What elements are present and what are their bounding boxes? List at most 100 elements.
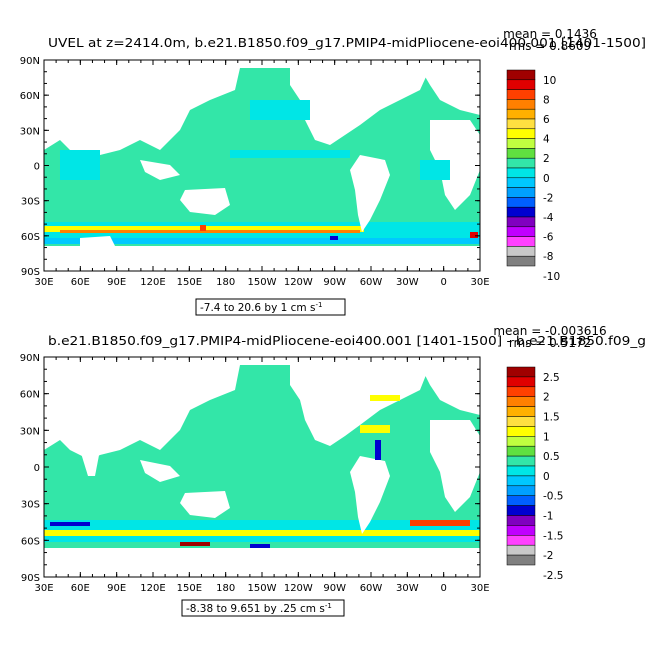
panel-1-lat-label: 60S [21, 232, 40, 243]
panel-2-legend-swatch [506, 376, 536, 388]
panel-1-range-text: -7.4 to 20.6 by 1 cm s-1 [200, 301, 322, 314]
panel-2-range-text: -8.38 to 9.651 by .25 cm s-1 [186, 602, 332, 615]
panel-2-lon-label: 60W [360, 583, 383, 594]
panel-1-lon-label: 30E [470, 277, 489, 288]
panel-1-legend-label: 6 [543, 114, 550, 126]
map-2-field [44, 357, 480, 577]
panel-2-legend-label: 2 [543, 392, 550, 404]
panel-2-legend-label: 2.5 [543, 372, 560, 384]
panel-2-legend-swatch [506, 386, 536, 397]
panel-1-legend-swatch [506, 148, 536, 159]
panel-1-legend-swatch [506, 99, 536, 110]
panel-1-legend-swatch [506, 79, 536, 90]
panel-1-legend-swatch [506, 226, 536, 237]
panel-2-legend-label: 1.5 [543, 412, 560, 424]
panel-2-legend-swatch [506, 396, 536, 407]
panel-2-lon-label: 90W [323, 583, 346, 594]
panel-2-lon-label: 30E [34, 583, 53, 594]
panel-2-legend-swatch [506, 465, 536, 477]
panel-2-lon-label: 90E [107, 583, 126, 594]
panel-2-legend-label: -2.5 [543, 570, 564, 582]
panel-2-lat-label: 90N [20, 353, 40, 364]
panel-2-lon-label: 0 [440, 583, 446, 594]
panel-2-lon-label: 60E [71, 583, 90, 594]
panel-1-lon-label: 150E [177, 277, 202, 288]
panel-1 [44, 60, 480, 271]
panel-1-lat-label: 90S [21, 267, 40, 278]
panel-2-lon-label: 180 [216, 583, 235, 594]
panel-1-legend-label: 4 [543, 134, 550, 146]
panel-2-lon-label: 30E [470, 583, 489, 594]
panel-2-lat-label: 0 [34, 463, 40, 474]
panel-2-legend-label: 1 [543, 431, 550, 443]
panel-2-legend-swatch [506, 485, 536, 496]
panel-2-lon-label: 120E [140, 583, 165, 594]
panel-1-lon-label: 30W [396, 277, 419, 288]
panel-1-lon-label: 150W [248, 277, 277, 288]
panel-1-lat-label: 90N [20, 56, 40, 67]
panel-2-legend-swatch [506, 495, 536, 506]
panel-2-legend-swatch [506, 406, 536, 417]
panel-1-legend-label: -2 [543, 192, 553, 204]
panel-1-lon-label: 90W [323, 277, 346, 288]
panel-2-legend-swatch [506, 535, 536, 546]
panel-2-legend-swatch [506, 436, 536, 447]
panel-1-lon-label: 30E [34, 277, 53, 288]
panel-1-legend-swatch [506, 206, 536, 218]
panel-1-lon-label: 180 [216, 277, 235, 288]
panel-2-legend-swatch [506, 544, 536, 556]
panel-1-legend-label: -8 [543, 251, 553, 263]
panel-1-legend-swatch [506, 216, 536, 228]
panel-2-stat-mean: mean = -0.003616 [493, 324, 606, 338]
panel-2-lat-label: 60S [21, 536, 40, 547]
panel-2-legend-swatch [506, 475, 536, 487]
panel-2-legend-swatch [506, 445, 536, 457]
panel-2-legend-swatch [506, 426, 536, 437]
field-patches-2 [50, 395, 470, 548]
panel-2-title: b.e21.B1850.f09_g17.PMIP4-midPliocene-eo… [48, 333, 646, 348]
panel-1-stat-mean: mean = 0.1436 [503, 27, 597, 41]
panel-2-legend-label: -1.5 [543, 530, 564, 542]
panel-1-legend-label: 2 [543, 153, 550, 165]
panel-1-legend-swatch [506, 157, 536, 169]
panel-2-lon-label: 30W [396, 583, 419, 594]
panel-1-legend-swatch [506, 128, 536, 139]
panel-1-legend-swatch [506, 197, 536, 208]
panel-1-legend-swatch [506, 138, 536, 149]
panel-1-lon-label: 90E [107, 277, 126, 288]
panel-1-legend-swatch [506, 118, 536, 130]
panel-2-range-box [181, 599, 345, 617]
panel-2-legend-label: 0 [543, 471, 550, 483]
panel-2-lat-label: 60N [20, 390, 40, 401]
panel-2-legend-label: 0.5 [543, 451, 560, 463]
panel-2-range-sup: -1 [325, 602, 332, 610]
panel-2-lat-label: 90S [21, 573, 40, 584]
panel-1-range-sup: -1 [315, 301, 322, 309]
panel-1-legend-swatch [506, 236, 536, 247]
panel-1-legend-swatch [506, 108, 536, 120]
panel-1-lat-label: 30N [20, 126, 40, 137]
panel-2-legend-swatch [506, 505, 536, 516]
panel-1-lon-label: 60W [360, 277, 383, 288]
panel-1-lon-label: 120E [140, 277, 165, 288]
panel-2-legend-swatch [506, 416, 536, 427]
panel-1-legend-label: -4 [543, 212, 554, 224]
panel-2-legend-swatch [506, 366, 536, 378]
panel-1-legend-swatch [506, 167, 536, 179]
panel-2-legend-label: -2 [543, 550, 553, 562]
panel-2-lat-label: 30N [20, 426, 40, 437]
panel-1-title: UVEL at z=2414.0m, b.e21.B1850.f09_g17.P… [48, 35, 646, 50]
panel-2-lat-label: 30S [21, 500, 40, 511]
panel-1-lat-label: 0 [34, 162, 40, 173]
panel-2-stat-rms: rms = 0.5172 [509, 336, 591, 350]
panel-1-legend-label: -6 [543, 232, 554, 244]
panel-2-legend-swatch [506, 525, 536, 536]
panel-1-lat-label: 30S [21, 197, 40, 208]
panel-1-lon-label: 60E [71, 277, 90, 288]
panel-1-lat-label: 60N [20, 91, 40, 102]
panel-1-legend-swatch [506, 177, 536, 188]
land-2 [44, 365, 480, 534]
panel-2-lon-label: 120W [284, 583, 313, 594]
panel-2-legend-swatch [506, 515, 536, 526]
